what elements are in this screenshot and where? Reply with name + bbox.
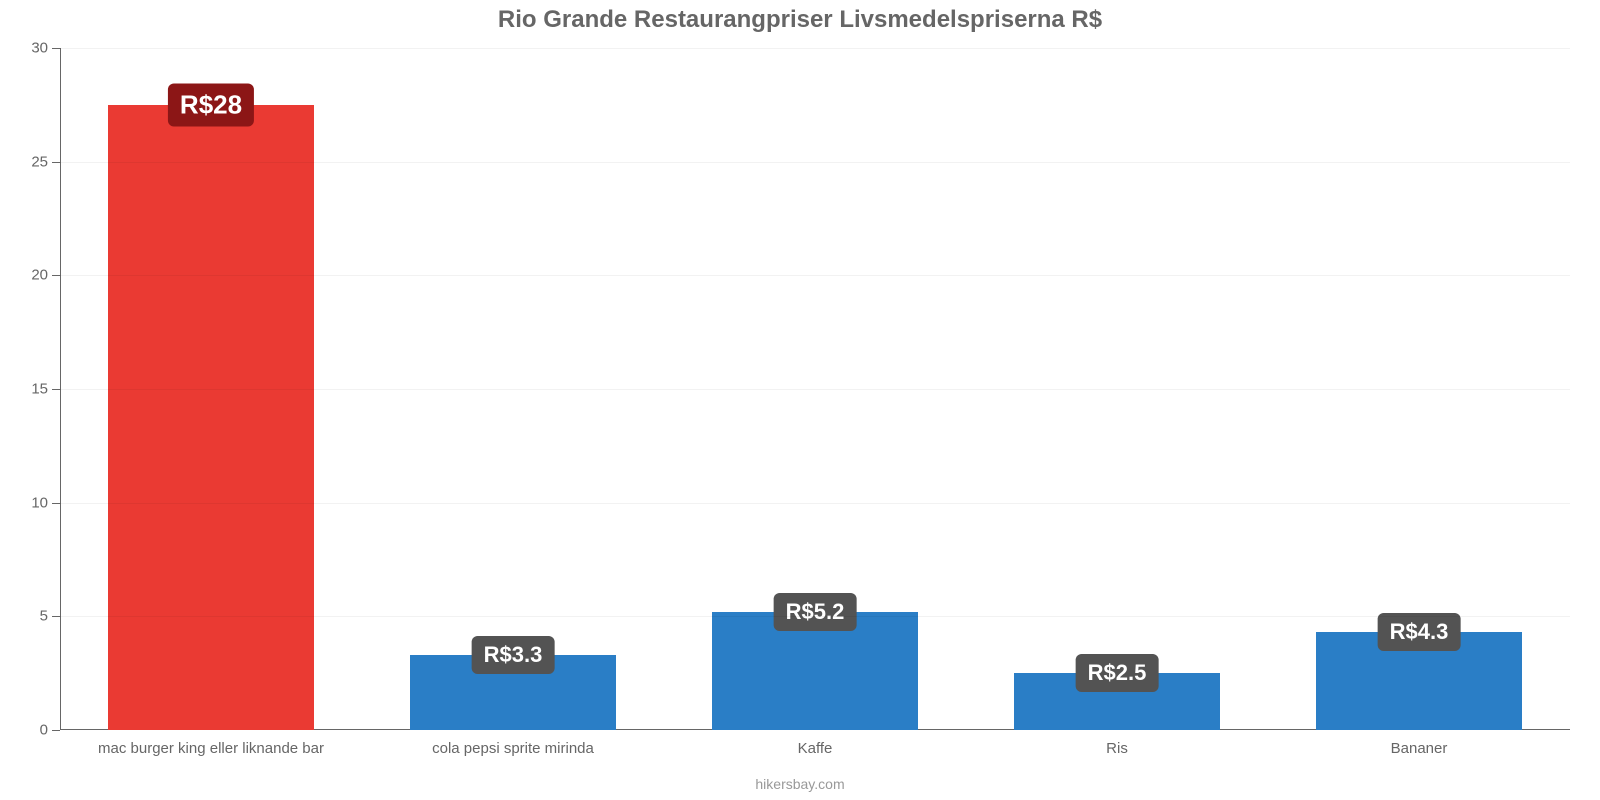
value-badge: R$4.3 [1378,613,1461,651]
bar [108,105,313,730]
value-badge: R$3.3 [472,636,555,674]
grid-line [60,162,1570,163]
grid-line [60,503,1570,504]
x-axis-label: cola pepsi sprite mirinda [432,730,594,757]
y-tick-label: 25 [31,153,60,170]
price-bar-chart: Rio Grande Restaurangpriser Livsmedelspr… [0,0,1600,800]
chart-title: Rio Grande Restaurangpriser Livsmedelspr… [0,6,1600,34]
y-tick-label: 20 [31,267,60,284]
y-tick-label: 5 [40,608,60,625]
value-badge: R$2.5 [1076,654,1159,692]
chart-source: hikersbay.com [0,776,1600,792]
grid-line [60,389,1570,390]
grid-line [60,275,1570,276]
value-badge: R$5.2 [774,593,857,631]
x-axis-label: mac burger king eller liknande bar [98,730,324,757]
y-tick-label: 0 [40,722,60,739]
value-badge: R$28 [168,83,254,126]
y-tick-label: 15 [31,381,60,398]
grid-line [60,616,1570,617]
grid-line [60,48,1570,49]
x-axis-label: Ris [1106,730,1128,757]
y-tick-label: 30 [31,40,60,57]
plot-area: R$28R$3.3R$5.2R$2.5R$4.3 051015202530mac… [60,48,1570,730]
x-axis-label: Bananer [1391,730,1448,757]
x-axis-label: Kaffe [798,730,833,757]
y-tick-label: 10 [31,494,60,511]
